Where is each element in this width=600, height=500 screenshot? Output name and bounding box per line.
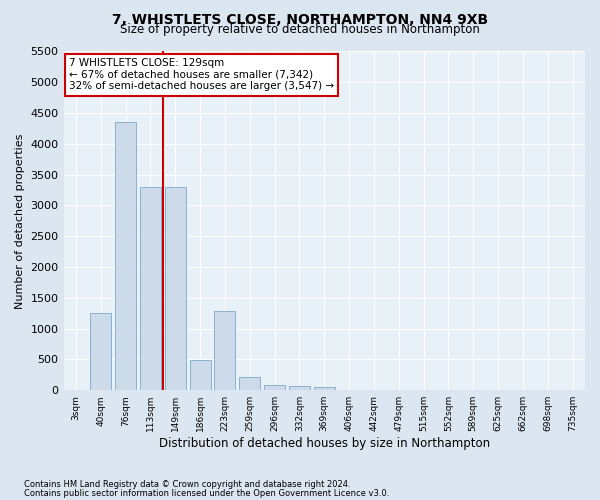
Bar — [140, 187, 161, 390]
X-axis label: Distribution of detached houses by size in Northampton: Distribution of detached houses by size … — [159, 437, 490, 450]
Text: Contains public sector information licensed under the Open Government Licence v3: Contains public sector information licen… — [24, 489, 389, 498]
Bar — [115, 122, 136, 390]
Y-axis label: Number of detached properties: Number of detached properties — [15, 133, 25, 308]
Bar — [190, 360, 211, 390]
Text: 7 WHISTLETS CLOSE: 129sqm
← 67% of detached houses are smaller (7,342)
32% of se: 7 WHISTLETS CLOSE: 129sqm ← 67% of detac… — [69, 58, 334, 92]
Text: Size of property relative to detached houses in Northampton: Size of property relative to detached ho… — [120, 22, 480, 36]
Bar — [289, 386, 310, 390]
Bar — [264, 384, 285, 390]
Bar — [165, 187, 186, 390]
Text: Contains HM Land Registry data © Crown copyright and database right 2024.: Contains HM Land Registry data © Crown c… — [24, 480, 350, 489]
Bar — [90, 312, 112, 390]
Bar — [214, 311, 235, 390]
Bar — [239, 376, 260, 390]
Bar — [314, 386, 335, 390]
Text: 7, WHISTLETS CLOSE, NORTHAMPTON, NN4 9XB: 7, WHISTLETS CLOSE, NORTHAMPTON, NN4 9XB — [112, 12, 488, 26]
